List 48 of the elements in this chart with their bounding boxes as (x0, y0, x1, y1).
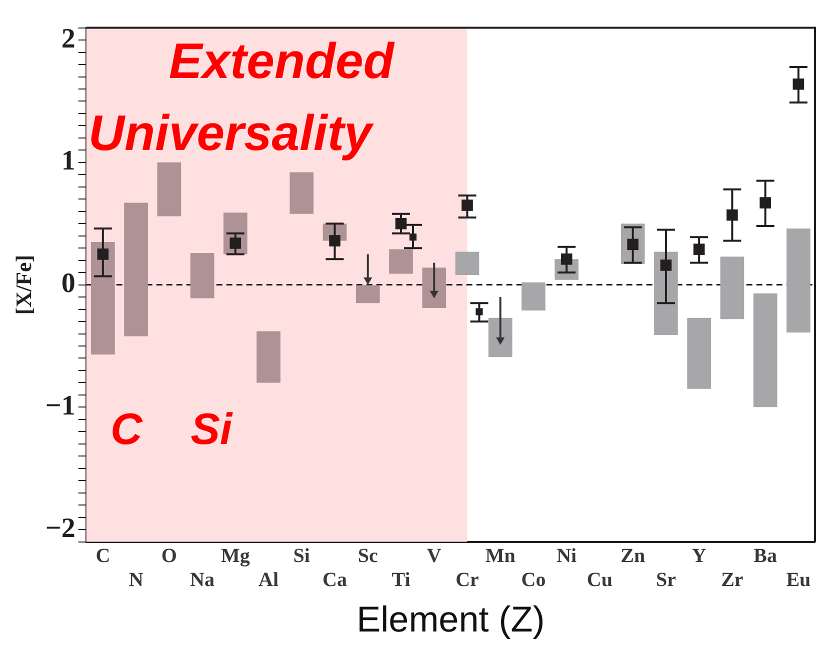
x-tick-label: Zr (721, 568, 744, 591)
x-tick-label: Co (521, 568, 546, 591)
bar (488, 318, 512, 358)
y-tick-label: −1 (45, 390, 76, 422)
bar (356, 285, 380, 304)
x-tick-label: V (426, 544, 442, 567)
x-tick-label: Ba (754, 544, 777, 567)
bar (90, 242, 115, 355)
y-tick-label: −2 (45, 512, 76, 544)
bar (422, 268, 446, 308)
annotation: Si (190, 404, 233, 454)
bar (753, 293, 778, 408)
x-tick-label: Cu (586, 568, 613, 591)
bar (455, 252, 480, 276)
x-tick-label: Cr (456, 568, 480, 591)
x-tick-label: Mg (220, 544, 250, 567)
x-tick-label: N (128, 568, 144, 591)
bar (720, 256, 744, 320)
x-tick-label: Ti (392, 568, 411, 591)
bar (687, 318, 712, 389)
y-tick-label: 0 (61, 268, 76, 300)
x-tick-label: Sc (358, 544, 378, 567)
bar (190, 252, 214, 298)
bar (157, 162, 182, 216)
bar (290, 172, 314, 214)
x-tick-label: Ca (322, 568, 347, 591)
x-tick-label: Eu (786, 568, 811, 591)
annotation: C (110, 404, 144, 454)
x-axis-title: Element (Z) (356, 598, 545, 640)
x-tick-label: Zn (620, 544, 646, 567)
x-tick-label: Mn (485, 544, 516, 567)
bar (522, 282, 546, 310)
x-tick-label: Na (190, 568, 214, 591)
bar (389, 249, 413, 274)
bar (256, 331, 280, 383)
bar (786, 228, 810, 333)
y-axis-title: [X/Fe] (10, 254, 36, 315)
x-tick-label: Y (692, 544, 707, 567)
bar (124, 202, 148, 336)
x-tick-label: Ni (556, 544, 578, 567)
y-tick-label: 1 (61, 146, 76, 177)
x-tick-label: Sr (656, 568, 676, 591)
x-tick-label: Al (258, 568, 279, 591)
x-tick-label: Si (293, 544, 310, 567)
annotation: Extended Universality (88, 32, 396, 161)
x-tick-label: O (161, 544, 177, 567)
x-tick-label: C (96, 544, 110, 567)
y-tick-label: 2 (61, 23, 76, 54)
